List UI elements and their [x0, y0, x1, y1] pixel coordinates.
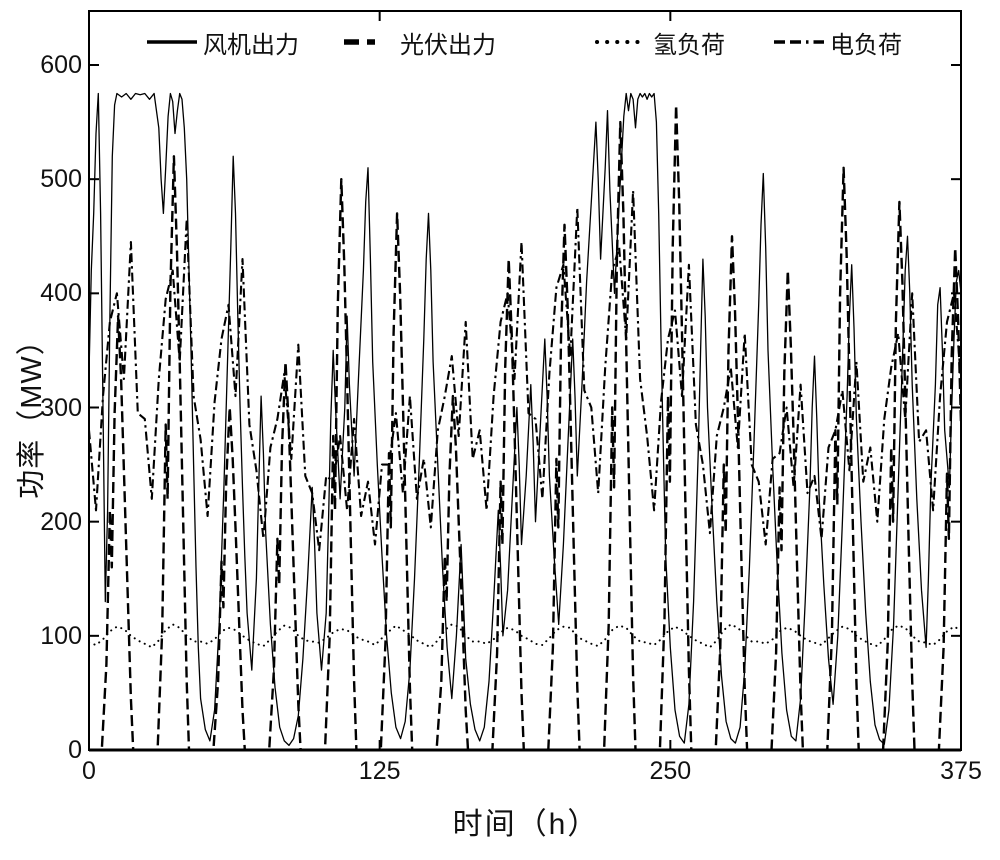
x-tick-label: 250	[649, 757, 692, 785]
y-tick-label: 600	[40, 51, 82, 79]
legend-item-h2: 氢负荷	[595, 28, 725, 59]
y-tick-label: 400	[40, 279, 82, 308]
series-pv	[89, 103, 961, 750]
legend-line-pv-icon	[344, 39, 394, 45]
x-tick-label: 125	[358, 757, 401, 785]
legend-line-wind-icon	[147, 40, 197, 44]
y-tick-label: 0	[68, 736, 82, 764]
y-tick-label: 500	[40, 165, 82, 194]
legend-item-load: 电负荷	[772, 28, 902, 59]
y-tick-label: 100	[40, 621, 82, 650]
x-axis-title: 时间（h）	[452, 808, 600, 841]
series-load	[89, 189, 961, 552]
legend-item-pv: 光伏出力	[342, 28, 496, 59]
y-tick-label: 200	[40, 507, 82, 536]
series-h2	[89, 623, 961, 649]
plot-border	[88, 10, 962, 751]
legend-label-wind: 风机出力	[203, 31, 299, 59]
x-tick-label: 375	[940, 757, 982, 785]
legend-line-h2-icon	[595, 40, 649, 44]
legend-label-h2: 氢负荷	[653, 31, 725, 59]
y-tick-label: 300	[40, 393, 82, 422]
series-wind	[89, 92, 961, 747]
legend-label-pv: 光伏出力	[400, 31, 496, 59]
x-tick-label: 0	[82, 757, 96, 785]
legend-label-load: 电负荷	[830, 31, 902, 59]
legend-line-load-icon	[774, 40, 824, 44]
legend-item-wind: 风机出力	[145, 28, 299, 59]
